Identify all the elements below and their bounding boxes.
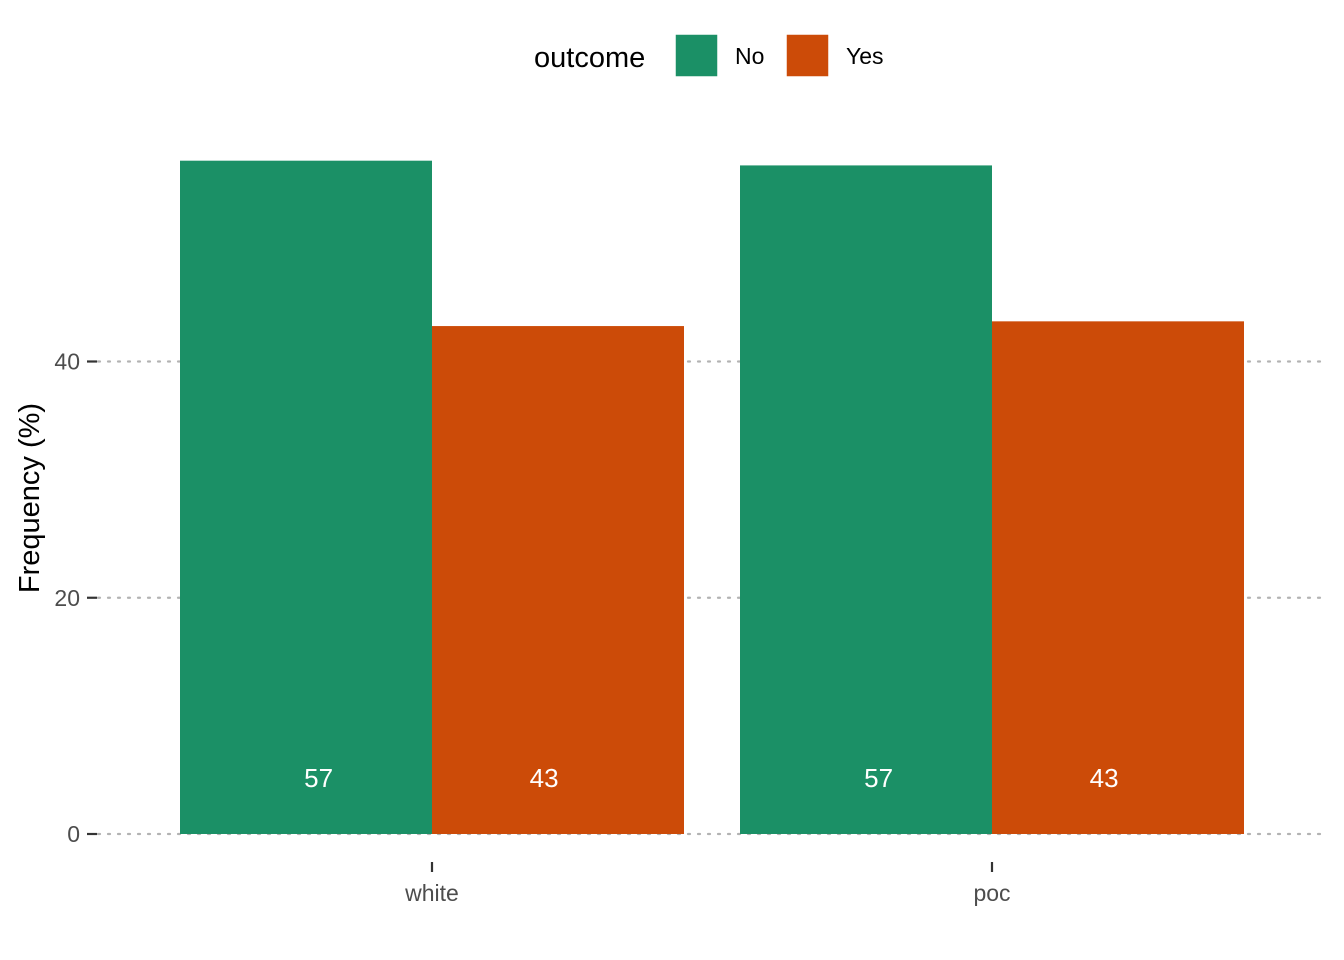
bar-poc-yes <box>992 321 1244 834</box>
bar-value-label: 57 <box>304 763 333 793</box>
y-tick-label: 0 <box>67 821 80 847</box>
bar-value-label: 43 <box>530 763 559 793</box>
data-labels: 57 43 57 43 <box>304 763 1118 793</box>
legend-key-yes <box>785 33 830 78</box>
x-axis: white poc <box>404 862 1011 906</box>
bars <box>180 160 1244 835</box>
bar-value-label: 57 <box>864 763 893 793</box>
legend: outcome No Yes <box>534 33 884 78</box>
y-axis: 0 20 40 <box>54 349 97 847</box>
legend-key-no <box>674 33 719 78</box>
bar-white-yes <box>432 326 684 834</box>
bar-white-no <box>180 160 432 834</box>
x-tick-label: white <box>404 880 459 906</box>
legend-label-yes: Yes <box>846 43 884 69</box>
legend-items: No Yes <box>674 33 884 78</box>
y-tick-label: 40 <box>54 349 80 375</box>
bar-poc-no <box>740 165 992 835</box>
legend-title: outcome <box>534 42 645 74</box>
y-tick-label: 20 <box>54 585 80 611</box>
bar-value-label: 43 <box>1090 763 1119 793</box>
x-tick-label: poc <box>973 880 1010 906</box>
y-axis-title: Frequency (%) <box>14 403 46 593</box>
legend-label-no: No <box>735 43 764 69</box>
